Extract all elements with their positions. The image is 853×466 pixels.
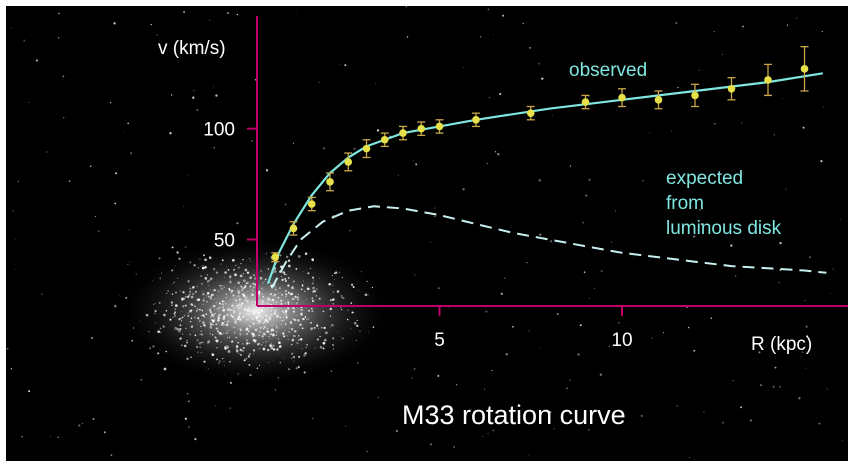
observed-annotation: observed xyxy=(569,60,647,81)
galaxy-image xyxy=(113,236,396,386)
chart-title: M33 rotation curve xyxy=(402,400,626,430)
data-point xyxy=(399,129,407,137)
expected-luminous-disk-curve xyxy=(270,205,827,289)
data-point xyxy=(435,122,444,131)
data-point xyxy=(472,116,480,124)
ticks: 50 100 5 10 xyxy=(203,120,632,351)
expected-annotation-line-1: expected xyxy=(666,168,743,189)
y-tick-label-100: 100 xyxy=(203,120,235,141)
data-point xyxy=(581,98,590,106)
axes xyxy=(256,16,848,307)
data-points xyxy=(271,46,809,263)
data-point xyxy=(618,93,626,102)
data-point xyxy=(764,76,772,84)
data-point xyxy=(344,158,353,166)
data-point xyxy=(271,253,280,262)
data-point xyxy=(326,178,334,186)
data-point xyxy=(307,200,316,208)
rotation-curve-chart: 50 100 5 10 v (km/s) R (kpc) observed expec… xyxy=(6,6,848,458)
data-point xyxy=(289,224,298,233)
data-point xyxy=(380,135,389,144)
data-point xyxy=(526,109,535,117)
y-axis-label: v (km/s) xyxy=(158,38,226,59)
x-tick-label-5: 5 xyxy=(434,330,445,351)
data-point xyxy=(654,96,663,104)
expected-annotation-line-2: from xyxy=(666,193,704,214)
rotation-curve-figure: 50 100 5 10 v (km/s) R (kpc) observed expec… xyxy=(6,6,848,461)
data-point xyxy=(417,124,426,133)
data-point xyxy=(691,91,699,100)
x-axis-label: R (kpc) xyxy=(751,334,812,355)
data-point xyxy=(727,84,736,93)
x-tick-label-10: 10 xyxy=(611,330,632,351)
data-point xyxy=(800,65,809,73)
y-tick-label-50: 50 xyxy=(214,231,235,252)
expected-annotation-line-3: luminous disk xyxy=(666,218,782,239)
data-point xyxy=(362,144,371,153)
